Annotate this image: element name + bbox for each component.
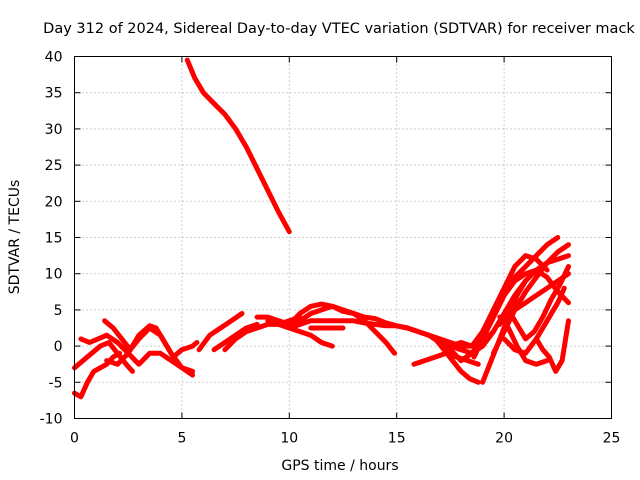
series-line-s2: [72, 350, 123, 400]
series-line-s28: [533, 318, 571, 374]
y-tick-label: 20: [45, 194, 63, 210]
series-line-s11: [265, 318, 335, 349]
y-tick-label: 35: [45, 86, 63, 102]
x-tick-label: 0: [70, 431, 79, 447]
y-tick-label: 15: [45, 231, 63, 247]
series-line-s17: [432, 336, 481, 385]
y-tick-label: 30: [45, 122, 63, 138]
y-tick-label: 5: [54, 303, 63, 319]
x-axis-label: GPS time / hours: [281, 458, 398, 474]
x-tick-label: 15: [388, 431, 406, 447]
x-tick-label: 25: [603, 431, 621, 447]
chart-title: Day 312 of 2024, Sidereal Day-to-day VTE…: [43, 21, 635, 37]
series-line-s4: [78, 332, 196, 374]
series-line-s7: [196, 311, 245, 353]
y-tick-label: 25: [45, 158, 63, 174]
y-tick-label: -10: [40, 412, 63, 428]
y-tick-label: 40: [45, 50, 63, 66]
x-tick-label: 5: [177, 431, 186, 447]
series-line-s19: [447, 253, 550, 349]
axis-ticks: 0 5 10 15 20 25 -10 -5 0 5 10 15 20 25 30 35 40: [40, 50, 621, 447]
series-line-s8: [211, 321, 260, 353]
series-line-s3: [72, 340, 135, 374]
y-tick-label: 0: [54, 339, 63, 355]
series-line-s21: [471, 235, 561, 360]
series-line-s27: [512, 271, 571, 313]
series-line-s10: [254, 303, 398, 356]
data-traces: [72, 57, 571, 400]
series-line-s6: [104, 323, 200, 367]
x-tick-label: 20: [495, 431, 513, 447]
y-tick-label: 10: [45, 267, 63, 283]
y-tick-label: -5: [49, 375, 63, 391]
series-line-s24: [497, 264, 571, 342]
x-tick-label: 10: [280, 431, 298, 447]
series-line-s13: [286, 318, 475, 349]
y-axis-label: SDTVAR / TECUs: [7, 180, 23, 295]
series-line-s1: [184, 57, 292, 235]
